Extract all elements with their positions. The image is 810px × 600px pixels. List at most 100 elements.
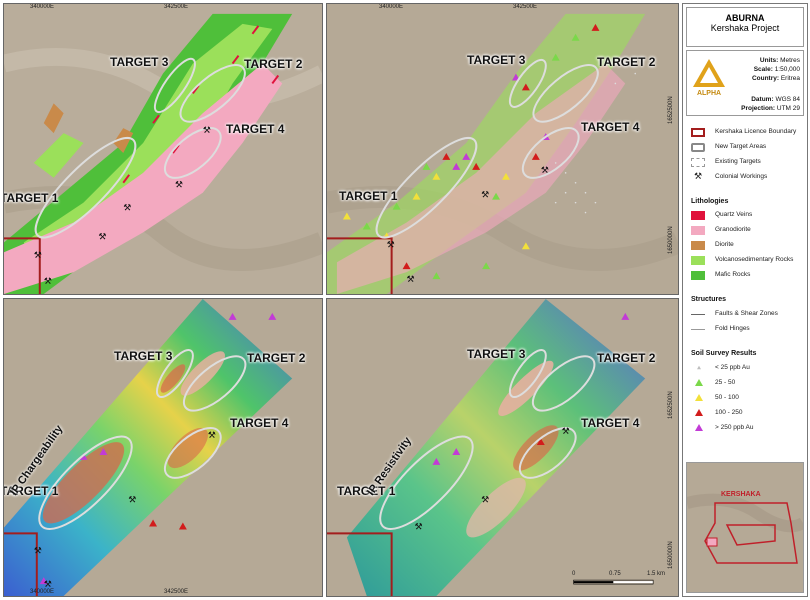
country-value: Eritrea: [780, 75, 800, 82]
coord-label: 340000E: [379, 4, 404, 10]
target-2-label: TARGET 2: [247, 351, 306, 365]
legend-item: 25 - 50: [715, 379, 736, 386]
units-label: Units:: [759, 57, 779, 64]
soil-100-icon: [695, 394, 703, 401]
svg-text:⚒: ⚒: [387, 239, 395, 249]
coord-label: 340000E: [30, 4, 55, 10]
target-3-label: TARGET 3: [110, 55, 169, 69]
legend-item: 100 - 250: [715, 409, 743, 416]
svg-text:⚒: ⚒: [203, 125, 211, 135]
target-2-label: TARGET 2: [597, 55, 656, 69]
scale-value: 1:50,000: [774, 66, 800, 73]
coord-label: 1652500N: [668, 391, 674, 419]
coord-label: 1650000N: [668, 541, 674, 569]
legend-item: Faults & Shear Zones: [715, 310, 778, 317]
existing-target-swatch: [691, 158, 705, 167]
inset-map[interactable]: KERSHAKA: [686, 462, 804, 593]
volcano-swatch: [691, 256, 705, 265]
coord-label: 342500E: [164, 589, 189, 595]
inset-label: KERSHAKA: [721, 491, 761, 498]
granodiorite-swatch: [691, 226, 705, 235]
scale-bar-0: 0: [572, 571, 576, 577]
soil-50-icon: [695, 379, 703, 386]
svg-text:⚒: ⚒: [208, 430, 216, 440]
inset-map-graphic: [687, 463, 803, 592]
svg-text:⚒: ⚒: [481, 190, 489, 200]
legend-item: > 250 ppb Au: [715, 424, 754, 431]
structures-title: Structures: [691, 296, 727, 303]
legend-item: 50 - 100: [715, 394, 739, 401]
svg-text:⚒: ⚒: [562, 426, 570, 436]
target-1-label: TARGET 1: [339, 189, 398, 203]
legend-item: Colonial Workings: [715, 173, 768, 180]
svg-text:⚒: ⚒: [34, 250, 42, 260]
soil-25-icon: [697, 365, 701, 370]
target-4-label: TARGET 4: [230, 416, 289, 430]
licence-boundary-swatch: [691, 128, 705, 137]
quartz-swatch: [691, 211, 705, 220]
legend-item: Volcanosedimentary Rocks: [715, 256, 794, 263]
datum-label: Datum:: [751, 96, 774, 103]
map-subtitle: Kershaka Project: [710, 23, 780, 33]
map-panel-soil-survey[interactable]: ⚒ ⚒ ⚒ ⚒ TARGET 3 TARGET 2 TARGET 4 TARGET 1…: [326, 3, 679, 295]
projection-value: UTM 29: [776, 105, 800, 112]
lithologies-title: Lithologies: [691, 198, 729, 205]
legend-item: Diorite: [715, 241, 734, 248]
legend-item: Granodiorite: [715, 226, 751, 233]
diorite-swatch: [691, 241, 705, 250]
target-1-label: TARGET 1: [337, 484, 396, 498]
svg-text:⚒: ⚒: [481, 495, 489, 505]
soil-title: Soil Survey Results: [691, 350, 757, 357]
target-3-label: TARGET 3: [467, 53, 526, 67]
legend-item: < 25 ppb Au: [715, 364, 750, 371]
fault-swatch: [691, 314, 705, 315]
legend-item: Kershaka Licence Boundary: [715, 128, 797, 135]
target-4-label: TARGET 4: [226, 122, 285, 136]
svg-text:⚒: ⚒: [44, 579, 52, 589]
svg-text:⚒: ⚒: [407, 274, 415, 284]
svg-text:⚒: ⚒: [44, 276, 52, 286]
coord-label: 1650000N: [668, 226, 674, 254]
map-panel-geology[interactable]: ⚒ ⚒ ⚒ ⚒ ⚒ ⚒ TARGET 3 TARGET 2 TARGET 4 TARG…: [3, 3, 323, 295]
legend-item: Existing Targets: [715, 158, 761, 165]
target-4-label: TARGET 4: [581, 416, 640, 430]
alpha-logo: ALPHA: [693, 59, 725, 97]
new-target-swatch: [691, 143, 705, 152]
soil-max-icon: [695, 424, 703, 431]
ip-chargeability-map: ⚒ ⚒ ⚒ ⚒: [4, 299, 322, 596]
info-box: ALPHA Units: Metres Scale: 1:50,000 Coun…: [686, 50, 804, 116]
legend-item: New Target Areas: [715, 143, 767, 150]
colonial-workings-icon: ⚒: [694, 171, 703, 181]
datum-value: WGS 84: [775, 96, 800, 103]
svg-text:⚒: ⚒: [415, 521, 423, 531]
soil-survey-map: ⚒ ⚒ ⚒ ⚒: [327, 4, 678, 294]
coord-label: 342500E: [164, 4, 189, 10]
legend-panel: ABURNA Kershaka Project ALPHA Units: Met…: [682, 3, 808, 597]
target-4-label: TARGET 4: [581, 120, 640, 134]
scale-label: Scale:: [753, 66, 773, 73]
target-3-label: TARGET 3: [114, 349, 173, 363]
target-1-label: TARGET 1: [3, 484, 59, 498]
svg-text:⚒: ⚒: [98, 231, 106, 241]
fold-swatch: [691, 329, 705, 330]
units-value: Metres: [780, 57, 800, 64]
svg-text:⚒: ⚒: [123, 203, 131, 213]
map-panel-ip-chargeability[interactable]: ⚒ ⚒ ⚒ ⚒ TARGET 3 TARGET 2 TARGET 4 TARGET 1…: [3, 298, 323, 597]
target-1-label: TARGET 1: [3, 191, 59, 205]
svg-text:⚒: ⚒: [541, 165, 549, 175]
coord-label: 340000E: [30, 589, 55, 595]
target-2-label: TARGET 2: [597, 351, 656, 365]
target-2-label: TARGET 2: [244, 57, 303, 71]
legend-item: Fold Hinges: [715, 325, 750, 332]
country-label: Country:: [751, 75, 780, 82]
map-title: ABURNA: [725, 13, 765, 23]
map-panel-ip-resistivity[interactable]: ⚒ ⚒ ⚒ TARGET 3 TARGET 2 TARGET 4 TARGET 1 …: [326, 298, 679, 597]
soil-250-icon: [695, 409, 703, 416]
target-3-label: TARGET 3: [467, 347, 526, 361]
projection-label: Projection:: [741, 105, 776, 112]
geology-map: ⚒ ⚒ ⚒ ⚒ ⚒ ⚒: [4, 4, 322, 294]
ip-resistivity-map: ⚒ ⚒ ⚒: [327, 299, 678, 596]
svg-text:ALPHA: ALPHA: [697, 90, 721, 97]
scale-bar-end: 1.5 km: [647, 571, 666, 577]
title-box: ABURNA Kershaka Project: [686, 7, 804, 47]
